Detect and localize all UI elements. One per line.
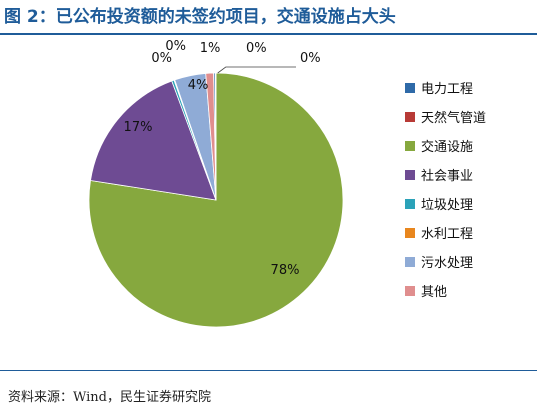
legend-swatch-6 (405, 257, 415, 267)
slice-label-7: 1% (200, 41, 221, 56)
figure-title: 图 2：已公布投资额的未签约项目，交通设施占大头 (4, 7, 396, 27)
slice-labels: 0%0%78%17%0%0%4%1% (124, 39, 321, 278)
slice-label-3: 17% (124, 120, 153, 135)
legend-swatch-4 (405, 199, 415, 209)
slice-label-6: 4% (188, 78, 209, 93)
legend-swatch-3 (405, 170, 415, 180)
slice-label-0: 0% (300, 51, 321, 66)
bottom-rule (0, 370, 537, 371)
legend-label-0: 电力工程 (421, 82, 473, 97)
legend-label-2: 交通设施 (421, 139, 473, 155)
pie-slices (88, 72, 344, 328)
pie-slice-2 (88, 72, 344, 328)
legend-label-5: 水利工程 (421, 227, 473, 242)
legend-label-4: 垃圾处理 (421, 198, 473, 213)
slice-label-1: 0% (246, 41, 267, 56)
legend-swatch-2 (405, 141, 415, 151)
slice-label-2: 78% (271, 263, 300, 278)
pie-slice-3 (90, 80, 217, 201)
legend-swatch-7 (405, 286, 415, 296)
legend-label-7: 其他 (421, 285, 447, 300)
slice-label-4: 0% (151, 51, 172, 66)
legend-label-1: 天然气管道 (421, 110, 486, 126)
source-note: 资料来源：Wind，民生证券研究院 (8, 390, 211, 405)
legend-swatch-1 (405, 112, 415, 122)
legend-label-6: 污水处理 (421, 256, 473, 271)
top-rule (0, 33, 537, 35)
pie-chart: 0%0%78%17%0%0%4%1% 电力工程天然气管道交通设施社会事业垃圾处理… (88, 39, 486, 328)
legend-label-3: 社会事业 (421, 168, 473, 184)
slice-label-5: 0% (165, 39, 186, 54)
legend-swatch-0 (405, 83, 415, 93)
legend-swatch-5 (405, 228, 415, 238)
pie-slice-1 (214, 72, 217, 201)
label-leader-line (217, 66, 296, 74)
